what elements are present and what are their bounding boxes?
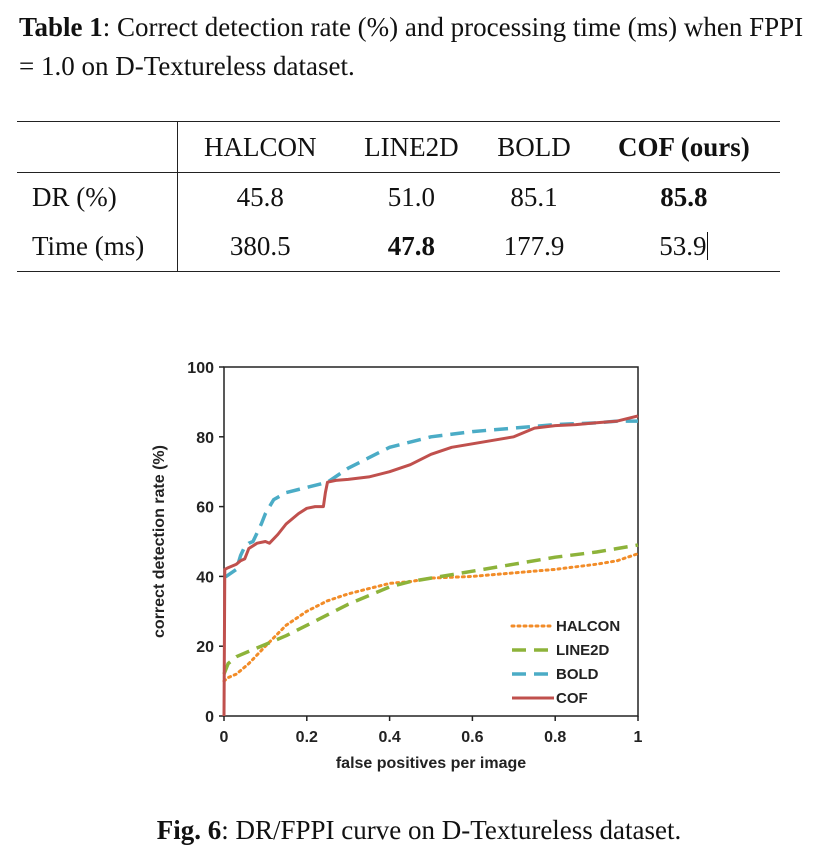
table-cell-best: 85.8 [660,182,708,212]
table-cell-cof-time: 53.9 [587,222,780,272]
figure-caption-label: Fig. 6 [156,815,222,845]
table-header-halcon: HALCON [177,121,343,173]
y-tick-label: 100 [187,360,214,377]
y-tick-label: 80 [196,430,214,447]
x-tick-label: 1 [634,729,643,746]
table-cell: 177.9 [480,222,588,272]
table-row-label: Time (ms) [17,222,178,272]
figure-caption-text: : DR/FPPI curve on D-Textureless dataset… [221,815,682,845]
legend-label-line2d: LINE2D [556,642,610,659]
table-row-time: Time (ms) 380.5 47.8 177.9 53.9 [17,222,780,272]
legend-label-cof: COF [556,690,588,707]
table-header-row: HALCON LINE2D BOLD COF (ours) [17,121,780,173]
results-table: HALCON LINE2D BOLD COF (ours) DR (%) 45.… [17,121,780,272]
series-line-cof [222,414,639,717]
x-tick-label: 0.8 [544,729,566,746]
table-header-corner [17,121,178,173]
legend-label-halcon: HALCON [556,618,620,635]
chart-svg: 0 20 40 60 80 100 0 0.2 0.4 0.6 0.8 1 false positive… [151,360,643,772]
figure-caption: Fig. 6: DR/FPPI curve on D-Textureless d… [0,812,838,848]
series-line-line2d [222,543,639,675]
table-cell: 380.5 [177,222,343,272]
y-tick-label: 20 [196,639,214,656]
table-row-label: DR (%) [17,172,178,222]
table-caption-label: Table 1 [19,12,103,42]
series-line-bold [224,419,638,579]
table-caption-text: : Correct detection rate (%) and process… [19,12,804,81]
table-caption: Table 1: Correct detection rate (%) and … [19,8,819,86]
y-tick-label: 40 [196,569,214,586]
table-header-cof: COF (ours) [587,121,780,173]
legend-label-bold: BOLD [556,666,599,683]
table-cell: 85.1 [510,182,558,212]
y-tick-label: 0 [205,709,214,726]
table-cell: 45.8 [236,182,284,212]
text-cursor [707,232,709,260]
x-tick-label: 0.2 [296,729,318,746]
y-tick-label: 60 [196,500,214,517]
x-axis-label: false positives per image [336,755,526,772]
table-cell: 51.0 [387,182,436,212]
plot-frame [223,366,639,717]
table-cell-best: 47.8 [342,222,481,272]
y-axis-label: correct detection rate (%) [151,445,168,638]
table-header-line2d: LINE2D [342,121,481,173]
table-row-dr: DR (%) 45.8 51.0 85.1 85.8 [17,172,780,222]
table-header-bold: BOLD [480,121,588,173]
x-tick-label: 0.4 [378,729,400,746]
series-line-halcon [222,552,640,683]
table-cell-value: 53.9 [659,231,707,261]
dr-fppi-chart: 0 20 40 60 80 100 0 0.2 0.4 0.6 0.8 1 false positive… [140,352,660,792]
x-tick-label: 0 [220,729,229,746]
x-tick-label: 0.6 [461,729,483,746]
